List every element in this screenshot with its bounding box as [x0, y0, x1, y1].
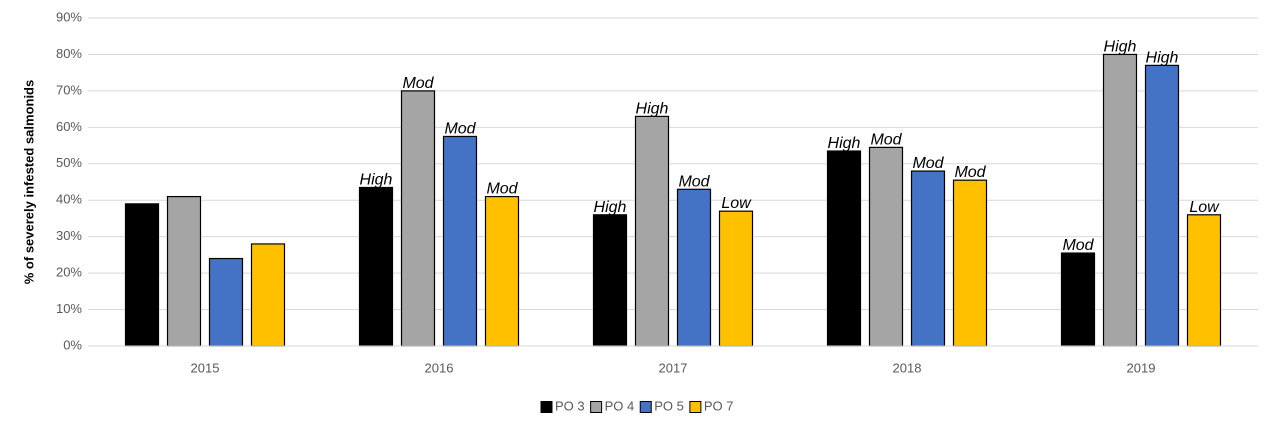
- bar-annotation: High: [360, 171, 393, 188]
- bar-annotation: Low: [721, 195, 752, 212]
- y-tick-label: 10%: [56, 301, 82, 316]
- bar-annotation: Mod: [402, 75, 434, 92]
- x-tick-label: 2019: [1127, 360, 1156, 375]
- y-tick-label: 20%: [56, 265, 82, 280]
- bar: [676, 188, 712, 347]
- bar-annotation: Mod: [954, 164, 986, 181]
- legend-swatch: [540, 401, 553, 413]
- bar-annotation: High: [1146, 49, 1179, 66]
- bar-annotation: Mod: [1062, 237, 1094, 254]
- y-tick-label: 80%: [56, 46, 82, 61]
- y-tick-label: 50%: [56, 155, 82, 170]
- bar: [358, 186, 394, 347]
- legend-label: PO 5: [654, 398, 684, 413]
- bar-annotation: High: [636, 100, 669, 117]
- y-tick-label: 60%: [56, 119, 82, 134]
- bar: [826, 150, 862, 347]
- bar-annotation: High: [1104, 38, 1137, 55]
- bar-annotation: Mod: [870, 131, 902, 148]
- bar: [910, 170, 946, 347]
- bar-annotation: Low: [1189, 199, 1220, 216]
- bar: [952, 179, 988, 347]
- bar: [868, 146, 904, 347]
- bar-annotation: Mod: [678, 173, 710, 190]
- bar-annotation: High: [594, 199, 627, 216]
- bar: [1144, 64, 1180, 347]
- bar-annotation: Mod: [444, 120, 476, 137]
- legend-swatch: [689, 401, 702, 413]
- legend-swatch: [639, 401, 652, 413]
- bar: [592, 214, 628, 347]
- y-tick-label: 40%: [56, 192, 82, 207]
- bar: [718, 210, 754, 347]
- legend-label: PO 3: [555, 398, 585, 413]
- legend-label: PO 4: [605, 398, 635, 413]
- y-tick-label: 30%: [56, 228, 82, 243]
- y-tick-label: 90%: [56, 9, 82, 24]
- bar: [208, 257, 244, 347]
- y-tick-label: 70%: [56, 82, 82, 97]
- bar-annotation: Mod: [486, 181, 518, 198]
- x-tick-label: 2016: [425, 360, 454, 375]
- bar: [166, 195, 202, 347]
- bar: [124, 203, 160, 347]
- x-tick-label: 2017: [659, 360, 688, 375]
- bar: [1102, 53, 1138, 347]
- bar: [484, 195, 520, 347]
- legend-label: PO 7: [704, 398, 734, 413]
- bar-annotation: High: [828, 135, 861, 152]
- bar: [1060, 252, 1096, 347]
- bar: [250, 243, 286, 347]
- x-tick-label: 2018: [893, 360, 922, 375]
- y-tick-label: 0%: [63, 337, 82, 352]
- bar: [400, 90, 436, 347]
- bar: [442, 135, 478, 347]
- y-axis-label: % of severely infested salmonids: [21, 80, 36, 284]
- bar: [1186, 214, 1222, 347]
- bar-annotation: Mod: [912, 155, 944, 172]
- x-tick-label: 2015: [191, 360, 220, 375]
- bar: [634, 115, 670, 347]
- legend-swatch: [590, 401, 603, 413]
